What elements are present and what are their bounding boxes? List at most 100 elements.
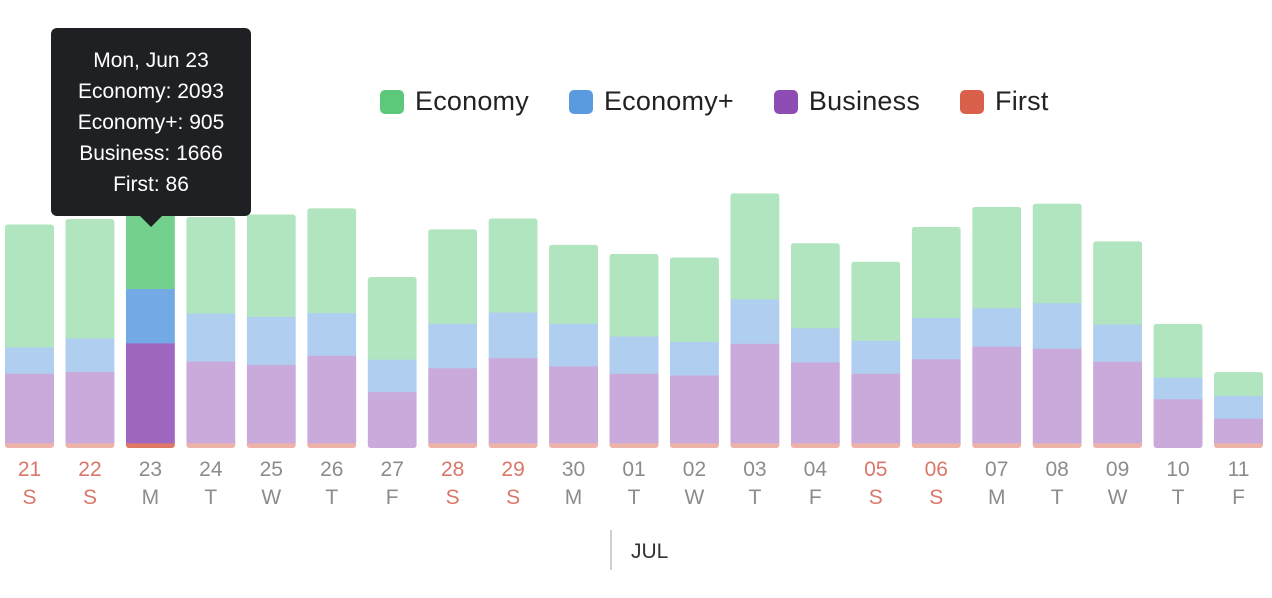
bar-segment-economy-plus — [851, 340, 901, 374]
x-tick-day: 07 — [985, 458, 1008, 481]
bar-segment-first — [307, 442, 357, 448]
bar-segment-economy-plus — [1214, 395, 1263, 419]
bar-segment-economy — [1153, 323, 1203, 378]
chart-legend: Economy Economy+ Business First — [380, 86, 1089, 117]
x-tick-day: 24 — [199, 458, 223, 481]
bar-segment-first — [851, 442, 901, 449]
bar-segment-business — [307, 355, 357, 444]
bar-segment-first — [246, 442, 296, 448]
x-tick-day: 04 — [804, 458, 828, 481]
month-label: JUL — [631, 540, 668, 563]
bar-segment-first — [911, 442, 961, 448]
bar-segment-first — [5, 442, 54, 448]
x-tick-day: 05 — [864, 458, 887, 481]
bar-segment-economy-plus — [1093, 324, 1143, 362]
bar-segment-economy-plus — [125, 288, 175, 344]
tooltip-title: Mon, Jun 23 — [93, 49, 209, 72]
bar-segment-first — [65, 442, 115, 448]
bar-segment-economy-plus — [790, 327, 840, 363]
tooltip-line-economy: Economy: 2093 — [78, 80, 224, 103]
x-tick-weekday: S — [506, 486, 520, 509]
bar-group-28[interactable] — [428, 229, 478, 448]
bar-segment-economy — [186, 217, 236, 314]
bar-group-05[interactable] — [851, 261, 901, 449]
bar-group-02[interactable] — [669, 257, 719, 448]
bar-segment-economy — [1214, 372, 1263, 396]
bar-segment-business — [488, 357, 538, 444]
legend-swatch — [960, 89, 985, 114]
legend-label: Business — [808, 86, 921, 116]
bar-segment-business — [851, 373, 901, 444]
x-tick-weekday: T — [1172, 486, 1185, 509]
bar-segment-business — [428, 367, 478, 444]
bar-group-26[interactable] — [307, 208, 357, 448]
bar-group-25[interactable] — [246, 214, 296, 448]
x-tick-weekday: T — [748, 486, 761, 509]
bar-group-07[interactable] — [972, 206, 1022, 449]
bar-segment-business — [549, 365, 599, 444]
bar-segment-business — [5, 373, 54, 444]
bar-segment-economy — [972, 206, 1022, 309]
bar-group-03[interactable] — [730, 193, 780, 448]
x-tick-weekday: S — [446, 486, 460, 509]
bar-segment-first — [669, 442, 719, 448]
bar-segment-economy-plus — [307, 312, 357, 356]
bar-segment-economy-plus — [669, 341, 719, 376]
bar-segment-economy-plus — [488, 312, 538, 359]
legend-swatch — [773, 89, 798, 114]
bar-segment-business — [246, 364, 296, 444]
bar-group-09[interactable] — [1093, 241, 1143, 448]
bar-segment-first — [1032, 442, 1082, 448]
legend-item-economy-plus[interactable]: Economy+ — [568, 86, 734, 117]
bar-segment-first — [428, 442, 478, 448]
x-tick-weekday: F — [809, 486, 822, 509]
bar-segment-economy — [488, 218, 538, 313]
bar-group-10[interactable] — [1153, 323, 1203, 449]
bar-segment-first — [549, 442, 599, 448]
legend-item-first[interactable]: First — [960, 86, 1048, 117]
bar-segment-economy-plus — [1153, 377, 1203, 400]
bar-group-24[interactable] — [186, 217, 236, 448]
bar-group-22[interactable] — [65, 219, 115, 448]
bar-group-30[interactable] — [549, 244, 599, 449]
bar-segment-economy — [911, 226, 961, 318]
bar-group-23[interactable] — [125, 163, 175, 449]
bar-segment-economy — [5, 224, 54, 348]
bar-segment-economy — [367, 277, 417, 360]
x-tick-weekday: T — [1051, 486, 1064, 509]
bar-segment-business — [790, 361, 840, 444]
bar-group-27[interactable] — [367, 277, 417, 449]
x-tick-weekday: M — [988, 486, 1006, 509]
bar-segment-economy-plus — [549, 323, 599, 367]
bar-segment-first — [186, 442, 236, 448]
tooltip-line-economy-plus: Economy+: 905 — [77, 111, 225, 134]
legend-item-economy[interactable]: Economy — [380, 86, 529, 117]
bar-group-21[interactable] — [5, 224, 54, 448]
tooltip: Mon, Jun 23 Economy: 2093 Economy+: 905 … — [51, 28, 251, 227]
bar-segment-business — [1214, 418, 1263, 444]
x-tick-weekday: M — [565, 486, 583, 509]
x-tick-weekday: T — [204, 486, 217, 509]
bar-segment-economy-plus — [5, 346, 54, 374]
bar-segment-business — [609, 373, 659, 444]
bar-segment-economy — [428, 229, 478, 324]
legend-item-business[interactable]: Business — [773, 86, 921, 117]
legend-swatch — [380, 89, 404, 114]
legend-swatch — [568, 89, 593, 114]
bar-segment-economy — [65, 219, 115, 339]
bar-group-29[interactable] — [488, 218, 538, 448]
bar-segment-economy-plus — [428, 323, 478, 369]
bar-segment-economy-plus — [972, 307, 1022, 347]
bar-group-06[interactable] — [911, 226, 961, 449]
bar-segment-economy — [851, 261, 901, 341]
bar-group-08[interactable] — [1032, 203, 1082, 449]
bar-segment-economy — [1093, 241, 1143, 325]
bar-group-01[interactable] — [609, 253, 659, 449]
x-tick-day: 01 — [622, 458, 645, 481]
bar-group-04[interactable] — [790, 243, 840, 448]
x-tick-day: 29 — [501, 458, 524, 481]
bar-group-11[interactable] — [1214, 372, 1263, 449]
legend-label: Economy — [415, 86, 529, 116]
